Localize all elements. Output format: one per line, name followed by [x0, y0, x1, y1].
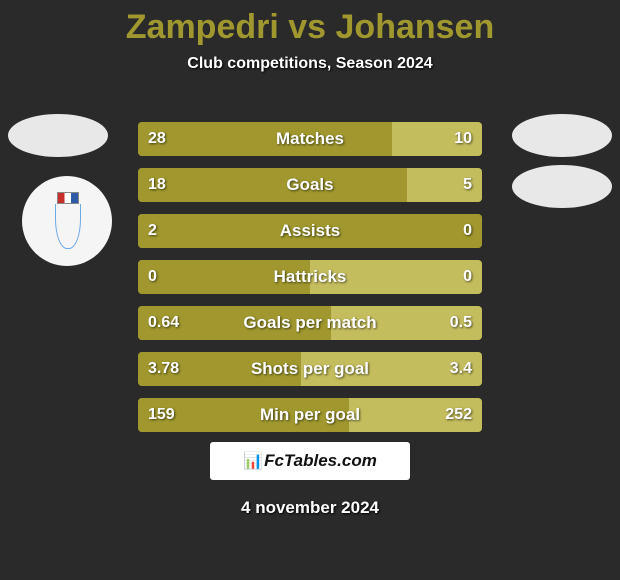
- stat-row: Assists2 0: [138, 214, 482, 248]
- stat-label: Shots per goal: [138, 352, 482, 386]
- stat-right-value: 252: [435, 398, 482, 432]
- page-subtitle: Club competitions, Season 2024: [0, 55, 620, 73]
- stat-row: Hattricks0 0: [138, 260, 482, 294]
- stat-left-value: 0: [138, 260, 167, 294]
- stat-right-value: 5: [453, 168, 482, 202]
- player1-avatar-placeholder: [8, 114, 108, 157]
- stat-left-value: 28: [138, 122, 176, 156]
- stat-row: Goals per match0.64 0.5: [138, 306, 482, 340]
- stat-row: Min per goal159 252: [138, 398, 482, 432]
- fctables-logo: 📊 FcTables.com: [210, 442, 410, 480]
- stat-row: Matches28 10: [138, 122, 482, 156]
- player2-avatar-placeholder-2: [512, 165, 612, 208]
- club-crest-icon: [53, 192, 81, 250]
- page-title: Zampedri vs Johansen: [0, 0, 620, 47]
- logo-text: FcTables.com: [264, 451, 377, 471]
- stat-left-value: 159: [138, 398, 185, 432]
- stat-right-value: 10: [444, 122, 482, 156]
- stat-label: Assists: [138, 214, 482, 248]
- stat-right-value: 0: [453, 214, 482, 248]
- stat-label: Min per goal: [138, 398, 482, 432]
- player1-club-crest: [22, 176, 112, 266]
- stat-left-value: 2: [138, 214, 167, 248]
- stat-label: Matches: [138, 122, 482, 156]
- stats-bars-container: Matches2810Goals185Assists20Hattricks00G…: [138, 122, 482, 444]
- stat-label: Goals per match: [138, 306, 482, 340]
- stat-right-value: 0: [453, 260, 482, 294]
- stat-label: Hattricks: [138, 260, 482, 294]
- stat-left-value: 0.64: [138, 306, 189, 340]
- player2-avatar-placeholder-1: [512, 114, 612, 157]
- stat-label: Goals: [138, 168, 482, 202]
- stat-right-value: 3.4: [440, 352, 482, 386]
- chart-icon: 📊: [243, 451, 260, 471]
- stat-left-value: 18: [138, 168, 176, 202]
- stat-row: Goals18 5: [138, 168, 482, 202]
- stat-right-value: 0.5: [440, 306, 482, 340]
- stat-row: Shots per goal3.78 3.4: [138, 352, 482, 386]
- date-label: 4 november 2024: [0, 498, 620, 518]
- stat-left-value: 3.78: [138, 352, 189, 386]
